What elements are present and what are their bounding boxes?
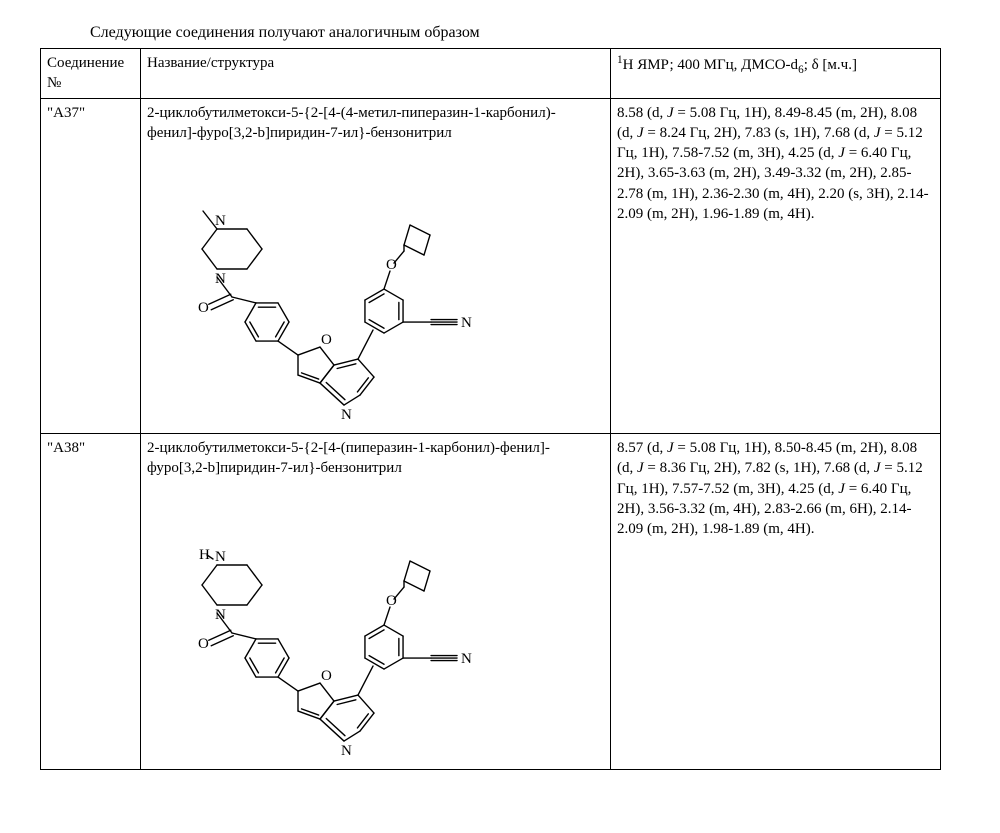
intro-text: Следующие соединения получают аналогичны…: [90, 24, 960, 42]
header-nmr-mid: H ЯМР; 400 МГц, ДМСО-d: [623, 57, 798, 73]
structure-diagram: NNOONON: [147, 149, 604, 429]
svg-text:N: N: [215, 271, 226, 287]
header-name: Название/структура: [141, 49, 611, 99]
svg-text:O: O: [198, 300, 209, 316]
compound-name: 2-циклобутилметокси-5-{2-[4-(4-метил-пип…: [147, 103, 604, 144]
svg-text:O: O: [198, 636, 209, 652]
svg-text:O: O: [386, 593, 397, 609]
compound-name: 2-циклобутилметокси-5-{2-[4-(пиперазин-1…: [147, 438, 604, 479]
compounds-table: Соединение № Название/структура 1H ЯМР; …: [40, 48, 941, 770]
header-nmr-suffix: ; δ [м.ч.]: [804, 57, 857, 73]
table-row: "A38" 2-циклобутилметокси-5-{2-[4-(пипер…: [41, 434, 941, 770]
svg-text:O: O: [321, 668, 332, 684]
svg-text:N: N: [461, 315, 472, 331]
svg-text:O: O: [386, 257, 397, 273]
svg-text:N: N: [215, 549, 226, 565]
header-row: Соединение № Название/структура 1H ЯМР; …: [41, 49, 941, 99]
svg-text:N: N: [215, 213, 226, 229]
compound-nmr: 8.58 (d, J = 5.08 Гц, 1H), 8.49-8.45 (m,…: [611, 98, 941, 434]
compound-name-structure: 2-циклобутилметокси-5-{2-[4-(4-метил-пип…: [141, 98, 611, 434]
svg-text:N: N: [461, 651, 472, 667]
svg-text:N: N: [341, 407, 352, 423]
structure-diagram: NNHOONON: [147, 485, 604, 765]
table-row: "A37" 2-циклобутилметокси-5-{2-[4-(4-мет…: [41, 98, 941, 434]
svg-text:N: N: [215, 607, 226, 623]
compound-id: "A38": [41, 434, 141, 770]
header-compound: Соединение №: [41, 49, 141, 99]
compound-id: "A37": [41, 98, 141, 434]
svg-text:O: O: [321, 332, 332, 348]
compound-name-structure: 2-циклобутилметокси-5-{2-[4-(пиперазин-1…: [141, 434, 611, 770]
svg-text:N: N: [341, 743, 352, 759]
svg-text:H: H: [199, 547, 210, 563]
compound-nmr: 8.57 (d, J = 5.08 Гц, 1H), 8.50-8.45 (m,…: [611, 434, 941, 770]
header-nmr: 1H ЯМР; 400 МГц, ДМСО-d6; δ [м.ч.]: [611, 49, 941, 99]
